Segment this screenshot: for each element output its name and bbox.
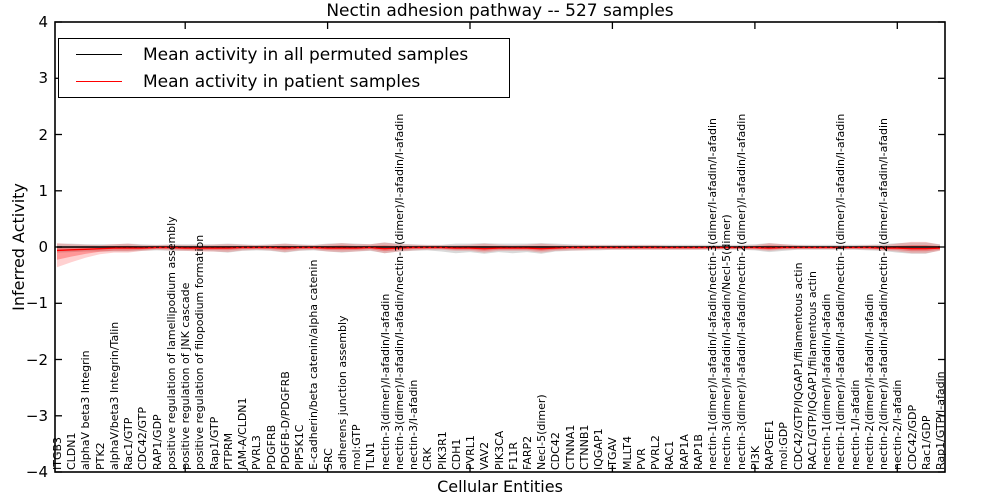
x-tick-label: positive regulation of lamellipodium ass… bbox=[164, 216, 178, 470]
x-tick-label: TLN1 bbox=[364, 441, 378, 470]
x-tick-label: PIK3R1 bbox=[435, 431, 449, 470]
y-tick-label: 2 bbox=[38, 125, 48, 144]
legend: Mean activity in all permuted samples Me… bbox=[58, 38, 510, 98]
x-tick-label: ITGB3 bbox=[51, 436, 64, 470]
x-tick-label: PDGFRB bbox=[264, 424, 278, 470]
x-tick-label: RAC1 bbox=[663, 440, 677, 470]
x-tick-label: RAC1/GTP/IQGAP1/filamentous actin bbox=[805, 271, 819, 470]
y-tick-label: 4 bbox=[38, 13, 48, 31]
x-tick-label: Rap1/GTP/I-afadin bbox=[934, 371, 947, 470]
x-tick-label: positive regulation of JNK cascade bbox=[179, 282, 193, 470]
x-tick-label: Rap1/GTP bbox=[207, 416, 221, 470]
x-tick-label: CTNNB1 bbox=[577, 424, 591, 470]
y-tick-label: 0 bbox=[38, 238, 48, 256]
patient-std-band-inner bbox=[57, 245, 940, 260]
x-tick-label: mol:GDP bbox=[777, 422, 791, 470]
y-tick-label: 1 bbox=[38, 181, 48, 200]
x-tick-label: IQGAP1 bbox=[592, 428, 606, 470]
x-tick-label: nectin-3(dimer)/I-afadin/I-afadin/Necl-5… bbox=[720, 214, 734, 470]
x-tick-label: PVR bbox=[634, 448, 648, 470]
x-tick-label: FARP2 bbox=[520, 435, 534, 470]
x-tick-label: nectin-3(dimer)/I-afadin/I-afadin/nectin… bbox=[734, 113, 748, 470]
x-tick-label: CRK bbox=[421, 447, 435, 470]
y-tick-label: 3 bbox=[38, 69, 48, 88]
x-tick-label: PI3K bbox=[748, 445, 762, 470]
x-tick-label: alphaV beta3 Integrin bbox=[79, 350, 93, 470]
x-tick-label: PIP5K1C bbox=[293, 424, 307, 470]
x-tick-label: CLDN1 bbox=[65, 432, 79, 470]
x-tick-label: F11R bbox=[506, 442, 520, 470]
x-tick-label: PIK3CA bbox=[492, 430, 506, 470]
x-tick-label: CDC42/GTP bbox=[136, 406, 150, 470]
legend-entry-permuted: Mean activity in all permuted samples bbox=[59, 42, 509, 68]
x-tick-label: mol:GTP bbox=[350, 424, 364, 470]
x-tick-label: PVRL2 bbox=[649, 435, 663, 470]
x-tick-label: adherens junction assembly bbox=[335, 315, 349, 470]
x-tick-label: nectin-3(dimer)/I-afadin/I-afadin/nectin… bbox=[392, 113, 406, 470]
chart-title: Nectin adhesion pathway -- 527 samples bbox=[326, 1, 674, 21]
x-tick-label: nectin-1/I-afadin bbox=[848, 379, 862, 470]
x-tick-label: Rac1/GDP bbox=[919, 415, 933, 470]
x-tick-label: nectin-1(dimer)/I-afadin/I-afadin/nectin… bbox=[706, 118, 720, 470]
x-tick-label: Rac1/GTP bbox=[122, 417, 136, 470]
x-tick-label: nectin-3/I-afadin bbox=[407, 379, 421, 470]
x-tick-label: MLLT4 bbox=[620, 436, 634, 470]
x-tick-label: alphaV/beta3 Integrin/Talin bbox=[107, 321, 121, 470]
x-tick-label: nectin-2(dimer)/I-afadin/I-afadin bbox=[862, 293, 876, 470]
x-tick-label: positive regulation of filopodium format… bbox=[193, 234, 207, 470]
x-tick-label: nectin-3(dimer)/I-afadin/I-afadin bbox=[378, 293, 392, 470]
y-tick-label: −1 bbox=[25, 294, 48, 313]
x-tick-label: RAP1A bbox=[677, 434, 691, 470]
x-tick-label: VAV2 bbox=[478, 441, 492, 470]
x-tick-label: CTNNA1 bbox=[563, 424, 577, 470]
x-tick-label: Necl-5(dimer) bbox=[535, 394, 549, 470]
x-tick-label: PTPRM bbox=[221, 432, 235, 470]
legend-entry-patient: Mean activity in patient samples bbox=[59, 69, 509, 95]
x-tick-label: ITGAV bbox=[606, 437, 620, 470]
patient-mean-line bbox=[56, 246, 941, 252]
x-tick-label: JAM-A/CLDN1 bbox=[236, 397, 250, 470]
x-tick-label: CDH1 bbox=[449, 438, 463, 470]
x-tick-label: SRC bbox=[321, 448, 335, 470]
x-tick-label: CDC42/GDP bbox=[905, 404, 919, 470]
permuted-line-swatch bbox=[76, 54, 122, 55]
y-tick-label: −2 bbox=[25, 350, 48, 369]
x-tick-label: CDC42 bbox=[549, 432, 563, 470]
x-tick-label: RAP1B bbox=[691, 434, 705, 470]
x-tick-label: E-cadherin/beta catenin/alpha catenin bbox=[307, 259, 321, 470]
y-tick-label: −4 bbox=[25, 463, 48, 481]
x-tick-label: PTK2 bbox=[93, 442, 107, 470]
x-tick-label: RAPGEF1 bbox=[763, 419, 777, 470]
x-tick-label: nectin-2/I-afadin bbox=[891, 379, 905, 470]
x-tick-label: nectin-2(dimer)/I-afadin/I-afadin/nectin… bbox=[877, 118, 891, 470]
x-tick-label: PDGFB-D/PDGFRB bbox=[278, 371, 292, 470]
x-tick-label: nectin-1(dimer)/I-afadin/I-afadin/nectin… bbox=[834, 113, 848, 470]
y-axis-label: Inferred Activity bbox=[9, 183, 28, 311]
legend-label-patient: Mean activity in patient samples bbox=[143, 71, 421, 92]
y-tick-label: −3 bbox=[25, 406, 48, 425]
x-tick-label: CDC42/GTP/IQGAP1/filamentous actin bbox=[791, 262, 805, 470]
x-axis-label: Cellular Entities bbox=[437, 477, 563, 496]
x-tick-label: PVRL3 bbox=[250, 435, 264, 470]
x-tick-label: RAP1/GDP bbox=[150, 414, 164, 470]
x-tick-label: PVRL1 bbox=[464, 435, 478, 470]
legend-label-permuted: Mean activity in all permuted samples bbox=[143, 44, 469, 65]
patient-line-swatch bbox=[76, 81, 122, 82]
x-tick-label: nectin-1(dimer)/I-afadin/I-afadin bbox=[820, 293, 834, 470]
